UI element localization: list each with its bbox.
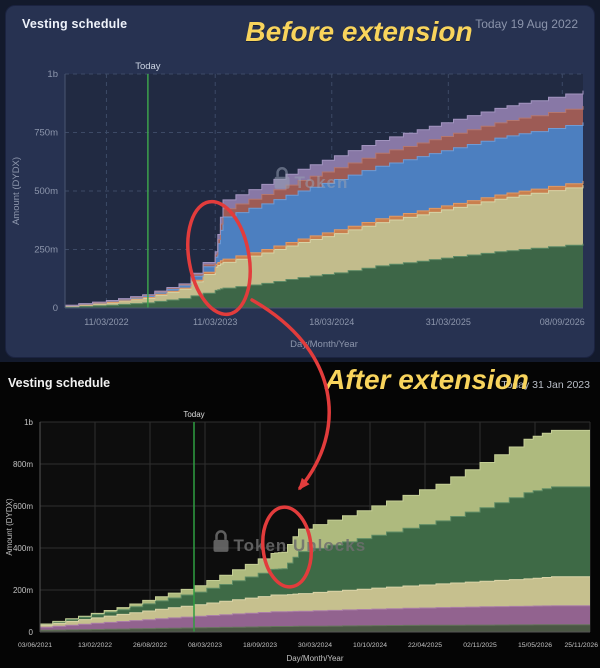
y-tick-label: 500m <box>34 186 58 197</box>
before-panel-title: Vesting schedule <box>22 17 128 31</box>
before-vesting-chart[interactable]: 0 250m 500m 750m 1b 11/03/2022 11/03/2023 18/03… <box>7 50 595 354</box>
x-tick-label: 15/05/2026 <box>518 642 552 649</box>
edge-layer-2-purple <box>40 605 590 628</box>
x-tick-label: 08/03/2023 <box>188 642 222 649</box>
y-tick-label: 0 <box>29 628 34 637</box>
watermark-text: Token <box>295 173 349 192</box>
watermark: Token <box>274 167 349 192</box>
before-today-date: Today 19 Aug 2022 <box>475 17 578 31</box>
edge-layer-3-tan <box>40 576 590 626</box>
today-label: Today <box>183 410 204 419</box>
x-tick-label: 18/09/2023 <box>243 642 277 649</box>
x-tick-label: 08/09/2026 <box>540 317 585 327</box>
edge-layer-6-purple <box>65 90 584 306</box>
y-tick-label: 600m <box>13 502 33 511</box>
after-today-date: Today 31 Jan 2023 <box>501 379 590 391</box>
after-panel-title: Vesting schedule <box>8 376 111 390</box>
edge-layer-1-dark-olive <box>40 624 590 631</box>
x-tick-label: 18/03/2024 <box>309 317 354 327</box>
lock-shackle-icon <box>215 530 227 540</box>
x-tick-label: 22/04/2025 <box>408 642 442 649</box>
x-tick-label: 11/03/2022 <box>84 317 128 327</box>
x-tick-label: 13/02/2022 <box>78 642 112 649</box>
watermark: Token Unlocks <box>213 530 367 555</box>
area-layer-1-dark-green <box>65 243 583 308</box>
y-tick-label: 1b <box>24 418 33 427</box>
lock-shackle-icon <box>276 167 288 177</box>
y-tick-label: 750m <box>34 128 58 139</box>
after-section: Vesting schedule Today 31 Jan 2023 0 200m… <box>0 362 600 668</box>
x-axis-label: Day/Month/Year <box>290 339 358 350</box>
lock-icon <box>274 176 290 189</box>
after-vesting-chart[interactable]: 0 200m 400m 600m 800m 1b 03/06/2021 13/02/2022 2… <box>0 406 600 668</box>
x-tick-label: 25/11/2026 <box>564 642 598 649</box>
y-tick-label: 400m <box>13 544 33 553</box>
y-tick-label: 1b <box>47 69 58 80</box>
before-chart-panel: Vesting schedule Today 19 Aug 2022 0 250m… <box>5 5 595 358</box>
area-layer-1-dark-olive <box>40 624 590 632</box>
y-tick-label: 200m <box>13 586 33 595</box>
x-tick-label: 31/03/2025 <box>426 317 471 327</box>
lock-icon <box>213 539 229 552</box>
edge-layer-1-dark-green <box>65 243 584 308</box>
watermark-text: Token Unlocks <box>234 536 367 555</box>
y-axis-label: Amount (DYDX) <box>11 157 22 225</box>
y-tick-label: 250m <box>34 245 58 256</box>
y-tick-label: 800m <box>13 460 33 469</box>
before-panel-header: Vesting schedule Today 19 Aug 2022 <box>6 6 594 33</box>
x-tick-label: 03/06/2021 <box>18 642 52 649</box>
x-tick-label: 30/03/2024 <box>298 642 332 649</box>
x-axis-label: Day/Month/Year <box>286 654 343 663</box>
x-tick-label: 02/11/2025 <box>463 642 497 649</box>
today-label: Today <box>135 61 161 72</box>
x-tick-label: 10/10/2024 <box>353 642 387 649</box>
x-tick-label: 11/03/2023 <box>193 317 237 327</box>
y-tick-label: 0 <box>53 303 58 314</box>
x-tick-label: 26/08/2022 <box>133 642 167 649</box>
before-section: Vesting schedule Today 19 Aug 2022 0 250m… <box>0 0 600 362</box>
y-axis-label: Amount (DYDX) <box>5 498 14 556</box>
